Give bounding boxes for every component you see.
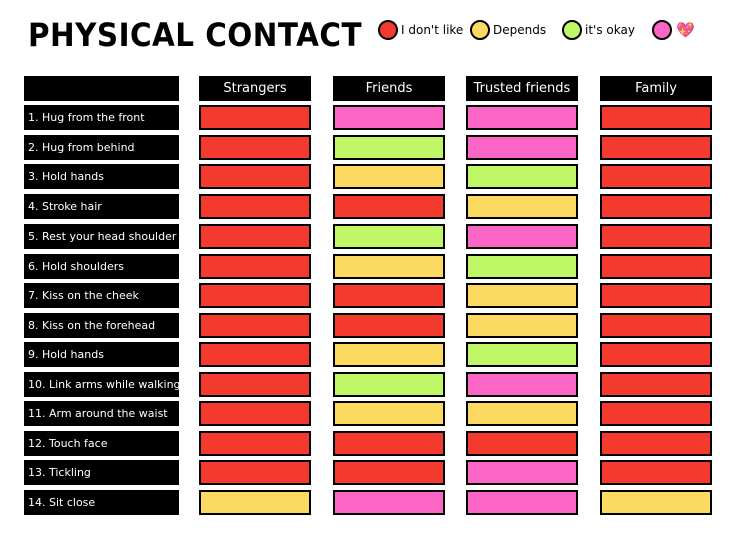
rating-cell	[333, 313, 445, 338]
row-label: 5. Rest your head shoulder	[24, 224, 179, 249]
legend-item-okay: it's okay	[562, 18, 635, 42]
rating-cell	[199, 401, 311, 426]
legend-item-depends: Depends	[470, 18, 546, 42]
row-label: 6. Hold shoulders	[24, 254, 179, 279]
rating-cell	[333, 372, 445, 397]
legend-label: Depends	[493, 23, 547, 37]
rating-cell	[466, 490, 578, 515]
legend-swatch-depends	[470, 20, 490, 40]
rating-cell	[333, 254, 445, 279]
rating-cell	[333, 490, 445, 515]
rating-cell	[600, 372, 712, 397]
rating-cell	[466, 283, 578, 308]
rating-cell	[333, 194, 445, 219]
rating-cell	[199, 135, 311, 160]
rating-cell	[199, 372, 311, 397]
rating-cell	[333, 135, 445, 160]
legend-label: it's okay	[585, 23, 635, 37]
legend-swatch-love	[652, 20, 672, 40]
rating-cell	[600, 105, 712, 130]
rating-cell	[199, 490, 311, 515]
rating-cell	[466, 372, 578, 397]
rating-cell	[466, 224, 578, 249]
rating-cell	[199, 313, 311, 338]
rating-cell	[466, 460, 578, 485]
rating-cell	[600, 254, 712, 279]
rating-cell	[333, 431, 445, 456]
rating-cell	[333, 164, 445, 189]
row-label: 4. Stroke hair	[24, 194, 179, 219]
rating-cell	[466, 401, 578, 426]
sparkling-heart-icon: 💖	[676, 20, 695, 39]
row-label: 13. Tickling	[24, 460, 179, 485]
rating-cell	[600, 313, 712, 338]
rating-cell	[466, 254, 578, 279]
rating-cell	[600, 490, 712, 515]
row-label: 2. Hug from behind	[24, 135, 179, 160]
column-header-family: Family	[600, 76, 712, 101]
rating-cell	[600, 224, 712, 249]
legend-swatch-dislike	[378, 20, 398, 40]
rating-cell	[600, 342, 712, 367]
legend: I don't like Depends it's okay 💖	[378, 18, 718, 42]
rating-cell	[199, 283, 311, 308]
rating-cell	[333, 224, 445, 249]
row-label: 8. Kiss on the forehead	[24, 313, 179, 338]
rating-cell	[199, 224, 311, 249]
legend-swatch-okay	[562, 20, 582, 40]
rating-cell	[466, 342, 578, 367]
column-header-friends: Friends	[333, 76, 445, 101]
rating-cell	[466, 135, 578, 160]
legend-item-love: 💖	[652, 18, 695, 42]
page-title: PHYSICAL CONTACT	[28, 16, 362, 54]
rating-cell	[600, 460, 712, 485]
header-blank-cell	[24, 76, 179, 101]
rating-cell	[333, 283, 445, 308]
rating-cell	[600, 164, 712, 189]
row-label: 3. Hold hands	[24, 164, 179, 189]
rating-cell	[333, 105, 445, 130]
row-label: 14. Sit close	[24, 490, 179, 515]
rating-cell	[199, 460, 311, 485]
rating-cell	[199, 164, 311, 189]
rating-cell	[199, 431, 311, 456]
rating-cell	[466, 105, 578, 130]
row-label: 1. Hug from the front	[24, 105, 179, 130]
row-label: 12. Touch face	[24, 431, 179, 456]
rating-cell	[333, 401, 445, 426]
rating-cell	[199, 194, 311, 219]
column-header-trusted-friends: Trusted friends	[466, 76, 578, 101]
rating-cell	[466, 194, 578, 219]
rating-cell	[466, 313, 578, 338]
rating-cell	[199, 105, 311, 130]
rating-cell	[333, 342, 445, 367]
row-label: 9. Hold hands	[24, 342, 179, 367]
rating-cell	[600, 194, 712, 219]
rating-cell	[600, 401, 712, 426]
rating-cell	[333, 460, 445, 485]
rating-cell	[600, 283, 712, 308]
rating-cell	[600, 431, 712, 456]
legend-item-dislike: I don't like	[378, 18, 463, 42]
rating-cell	[466, 431, 578, 456]
row-label: 7. Kiss on the cheek	[24, 283, 179, 308]
rating-cell	[199, 254, 311, 279]
legend-label: I don't like	[401, 23, 464, 37]
rating-cell	[199, 342, 311, 367]
row-label: 11. Arm around the waist	[24, 401, 179, 426]
rating-cell	[600, 135, 712, 160]
rating-cell	[466, 164, 578, 189]
column-header-strangers: Strangers	[199, 76, 311, 101]
row-label: 10. Link arms while walking	[24, 372, 179, 397]
